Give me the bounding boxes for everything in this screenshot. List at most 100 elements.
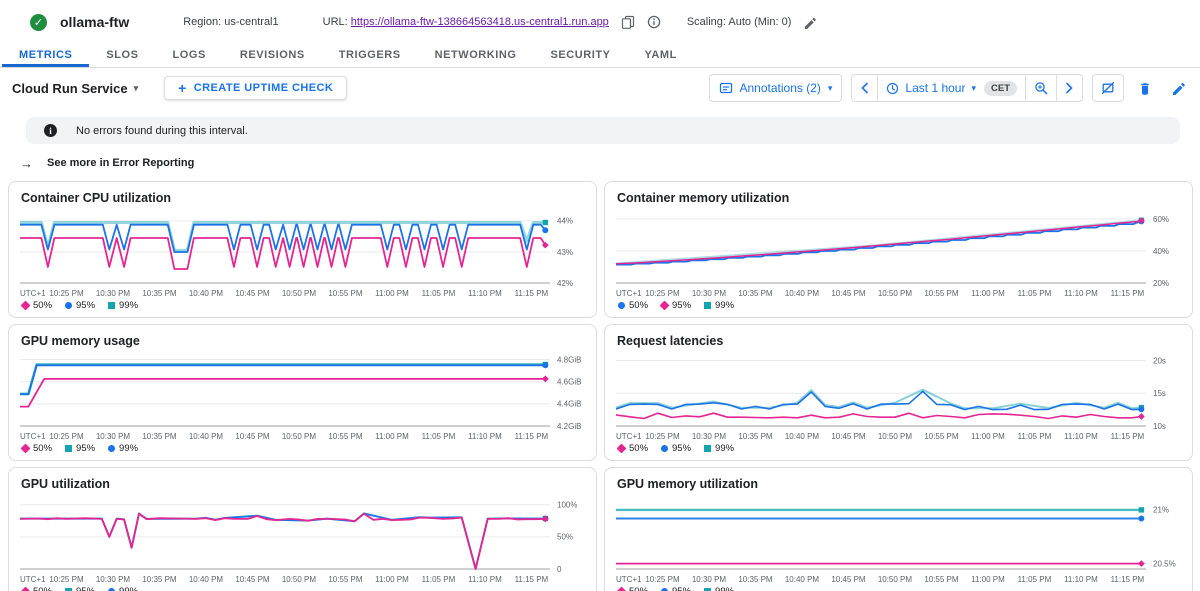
legend-label: 95% <box>672 443 692 454</box>
svg-text:10:35 PM: 10:35 PM <box>142 432 177 441</box>
svg-text:42%: 42% <box>557 279 573 288</box>
legend-item-50%[interactable]: 50% <box>20 443 53 454</box>
legend-diamond-marker <box>659 300 670 311</box>
legend-item-50%[interactable]: 50% <box>618 300 648 311</box>
svg-text:UTC+1: UTC+1 <box>20 575 46 584</box>
edit-scaling-pencil-icon[interactable] <box>803 16 817 29</box>
arrow-right-icon: → <box>20 155 33 171</box>
tab-slos[interactable]: SLOS <box>106 49 139 61</box>
info-icon[interactable] <box>647 15 661 29</box>
annotation-icon <box>719 82 732 94</box>
svg-text:10:45 PM: 10:45 PM <box>831 575 866 584</box>
info-filled-icon: i <box>44 124 57 137</box>
tab-metrics[interactable]: METRICS <box>2 44 90 67</box>
chart-legend: 50% 95% 99% <box>9 443 596 454</box>
chart-title: Container CPU utilization <box>21 191 171 205</box>
legend-label: 95% <box>76 300 96 311</box>
legend-item-50%[interactable]: 50% <box>616 443 648 454</box>
time-range-label: Last 1 hour <box>905 81 966 95</box>
chart-plot[interactable]: 100% 50% 0 UTC+1 10:25 PM 10:30 PM 10:35 PM 10:… <box>20 493 586 586</box>
svg-text:60%: 60% <box>1153 215 1169 224</box>
legend-item-99%[interactable]: 99% <box>108 586 138 591</box>
chart-plot[interactable]: 60% 40% 20% UTC+1 10:25 PM 10:30 PM 10:35 PM 10… <box>616 207 1182 300</box>
svg-text:10:40 PM: 10:40 PM <box>785 575 820 584</box>
svg-text:10:25 PM: 10:25 PM <box>645 289 680 298</box>
svg-text:20%: 20% <box>1153 279 1169 288</box>
svg-text:10:55 PM: 10:55 PM <box>924 289 959 298</box>
time-back-button[interactable] <box>852 75 879 101</box>
svg-text:0: 0 <box>557 565 562 574</box>
svg-text:10:30 PM: 10:30 PM <box>96 575 131 584</box>
legend-item-99%[interactable]: 99% <box>108 300 138 311</box>
chart-legend: 50% 95% 99% <box>605 586 1192 591</box>
chart-title: GPU utilization <box>21 477 110 491</box>
legend-label: 50% <box>33 443 53 454</box>
tab-security[interactable]: SECURITY <box>550 49 611 61</box>
legend-item-95%[interactable]: 95% <box>65 586 95 591</box>
svg-text:10:25 PM: 10:25 PM <box>49 432 84 441</box>
disable-zoom-button[interactable] <box>1092 74 1124 102</box>
legend-label: 50% <box>33 300 53 311</box>
annotations-button[interactable]: Annotations (2) ▾ <box>708 74 843 102</box>
chart-plot[interactable]: 4.8GiB 4.6GiB 4.4GiB 4.2GiB UTC+1 10:25 PM 10:… <box>20 350 586 443</box>
svg-text:21%: 21% <box>1153 506 1169 515</box>
tab-revisions[interactable]: REVISIONS <box>239 49 305 61</box>
svg-text:10:50 PM: 10:50 PM <box>282 575 317 584</box>
svg-text:20.5%: 20.5% <box>1153 559 1176 568</box>
tab-networking[interactable]: NETWORKING <box>434 49 517 61</box>
delete-button[interactable] <box>1133 75 1157 101</box>
clock-icon <box>887 82 899 94</box>
resource-type-selector[interactable]: Cloud Run Service ▾ <box>12 81 138 96</box>
tab-yaml[interactable]: YAML <box>644 49 677 61</box>
legend-item-50%[interactable]: 50% <box>20 586 52 591</box>
tab-triggers[interactable]: TRIGGERS <box>338 49 401 61</box>
url-row: URL: https://ollama-ftw-138664563418.us-… <box>323 16 609 28</box>
legend-item-99%[interactable]: 99% <box>704 300 734 311</box>
time-range-dropdown[interactable]: Last 1 hour ▾ CET <box>878 75 1026 101</box>
legend-item-50%[interactable]: 50% <box>616 586 648 591</box>
svg-text:10:30 PM: 10:30 PM <box>692 575 727 584</box>
svg-text:4.2GiB: 4.2GiB <box>557 422 581 431</box>
chart-plot[interactable]: 20s 15s 10s UTC+1 10:25 PM 10:30 PM 10:35 PM 10… <box>616 350 1182 443</box>
legend-square-marker <box>65 588 73 591</box>
svg-text:10:35 PM: 10:35 PM <box>738 575 773 584</box>
svg-text:11:00 PM: 11:00 PM <box>971 432 1005 441</box>
chart-plot[interactable]: 44% 43% 42% UTC+1 10:25 PM 10:30 PM 10:35 PM 10… <box>20 207 586 300</box>
legend-item-99%[interactable]: 99% <box>704 586 734 591</box>
svg-text:10:55 PM: 10:55 PM <box>924 432 959 441</box>
tab-logs[interactable]: LOGS <box>172 49 206 61</box>
timezone-badge[interactable]: CET <box>984 80 1017 96</box>
trash-icon <box>1141 83 1149 95</box>
chart-plot[interactable]: 21% 20.5% UTC+1 10:25 PM 10:30 PM 10:35 PM 10:… <box>616 493 1182 586</box>
svg-text:11:00 PM: 11:00 PM <box>971 575 1005 584</box>
legend-item-95%[interactable]: 95% <box>65 443 95 454</box>
pencil-icon <box>1173 82 1185 95</box>
error-reporting-link[interactable]: → See more in Error Reporting <box>20 155 1200 171</box>
copy-icon[interactable] <box>621 15 635 29</box>
svg-text:10:55 PM: 10:55 PM <box>924 575 959 584</box>
legend-item-95%[interactable]: 95% <box>661 443 691 454</box>
legend-item-99%[interactable]: 99% <box>108 443 138 454</box>
svg-text:10:55 PM: 10:55 PM <box>328 432 363 441</box>
svg-text:11:05 PM: 11:05 PM <box>1018 575 1052 584</box>
legend-label: 50% <box>33 586 52 591</box>
svg-text:44%: 44% <box>557 217 573 226</box>
svg-text:10:45 PM: 10:45 PM <box>235 289 270 298</box>
svg-text:11:15 PM: 11:15 PM <box>1111 432 1145 441</box>
legend-item-95%[interactable]: 95% <box>661 586 691 591</box>
legend-label: 95% <box>76 586 95 591</box>
time-forward-button[interactable] <box>1057 75 1082 101</box>
legend-item-95%[interactable]: 95% <box>659 300 691 311</box>
legend-item-99%[interactable]: 99% <box>704 443 734 454</box>
legend-item-50%[interactable]: 50% <box>20 300 53 311</box>
legend-item-95%[interactable]: 95% <box>65 300 95 311</box>
zoom-off-icon <box>1101 81 1115 95</box>
create-uptime-check-button[interactable]: + CREATE UPTIME CHECK <box>164 76 348 100</box>
svg-text:4.4GiB: 4.4GiB <box>557 400 581 409</box>
edit-dashboard-button[interactable] <box>1166 75 1190 101</box>
svg-text:11:10 PM: 11:10 PM <box>468 575 502 584</box>
service-url-link[interactable]: https://ollama-ftw-138664563418.us-centr… <box>350 16 609 28</box>
zoom-in-button[interactable] <box>1026 75 1057 101</box>
legend-diamond-marker <box>20 586 31 591</box>
chart-legend: 50% 95% 99% <box>9 586 596 591</box>
